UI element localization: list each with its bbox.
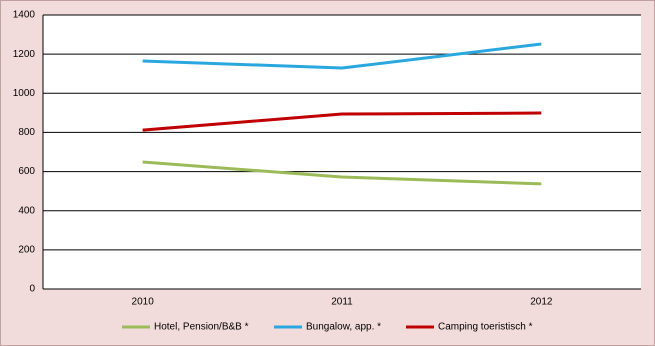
y-tick-label: 200 bbox=[18, 244, 35, 255]
y-tick-label: 400 bbox=[18, 205, 35, 216]
y-tick-label: 1000 bbox=[13, 88, 36, 99]
y-tick-label: 1400 bbox=[13, 10, 36, 21]
x-tick-label: 2011 bbox=[331, 297, 353, 308]
series-line bbox=[142, 111, 542, 132]
series-line bbox=[142, 160, 542, 186]
y-tick-label: 600 bbox=[18, 166, 35, 177]
legend-label: Bungalow, app. * bbox=[306, 322, 381, 333]
y-tick-label: 800 bbox=[18, 127, 35, 138]
y-tick-label: 1200 bbox=[13, 49, 36, 60]
plot-area bbox=[43, 15, 641, 289]
legend-label: Hotel, Pension/B&B * bbox=[154, 322, 249, 333]
x-tick-label: 2012 bbox=[530, 297, 553, 308]
y-tick-label: 0 bbox=[29, 284, 35, 295]
series-line bbox=[142, 42, 542, 70]
legend-label: Camping toeristisch * bbox=[438, 322, 533, 333]
x-tick-label: 2010 bbox=[132, 297, 155, 308]
